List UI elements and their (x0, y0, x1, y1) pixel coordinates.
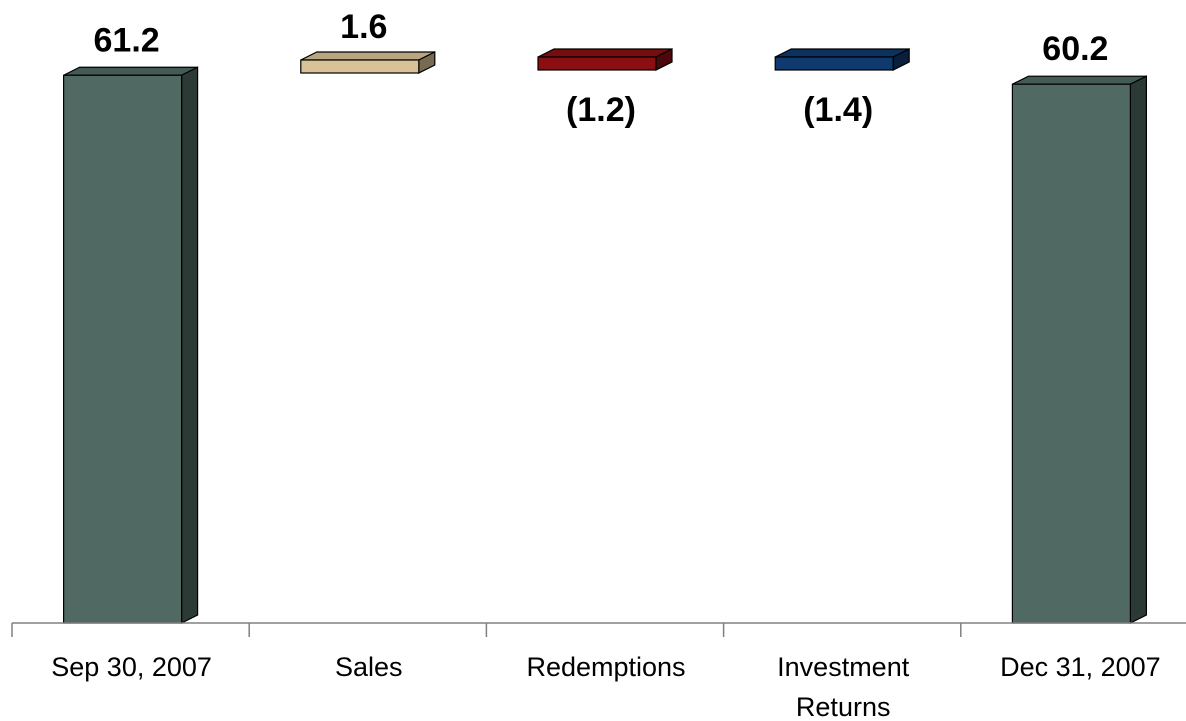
category-label-investment-returns: Investment Returns (777, 652, 910, 721)
category-label-redemptions: Redemptions (526, 652, 685, 682)
bar-dec-31-2007-top (1012, 76, 1146, 84)
bar-dec-31-2007-front (1012, 84, 1130, 623)
bar-redemptions-front (538, 57, 656, 70)
bars-layer (64, 49, 1147, 623)
bar-sep-30-2007-top (64, 67, 198, 75)
category-label-line: Sep 30, 2007 (51, 652, 212, 682)
x-axis (12, 623, 1186, 637)
bar-investment-returns-front (775, 57, 893, 70)
category-label-line: Dec 31, 2007 (1000, 652, 1161, 682)
bar-investment-returns-top (775, 49, 909, 57)
category-label-sales: Sales (335, 652, 403, 682)
bar-sales-front (301, 60, 419, 73)
bar-sales-top (301, 52, 435, 60)
labels-layer: 61.2 Sep 30, 2007 1.6 Sales (1.2) Redemptions… (51, 8, 1160, 721)
bar-sep-30-2007 (64, 67, 198, 623)
bar-dec-31-2007-side (1130, 76, 1146, 623)
data-label-investment-returns: (1.4) (803, 91, 873, 129)
category-label-line: Returns (796, 692, 891, 721)
data-label-dec-31-2007: 60.2 (1042, 30, 1108, 68)
category-label-line: Investment (777, 652, 910, 682)
bar-redemptions-top (538, 49, 672, 57)
bar-sales (301, 52, 435, 73)
category-label-sep-30-2007: Sep 30, 2007 (51, 652, 212, 682)
bar-redemptions (538, 49, 672, 70)
data-label-sep-30-2007: 61.2 (94, 21, 160, 59)
bar-sep-30-2007-side (182, 67, 198, 623)
bar-sep-30-2007-front (64, 75, 182, 623)
data-label-redemptions: (1.2) (566, 91, 636, 129)
category-label-line: Redemptions (526, 652, 685, 682)
category-label-dec-31-2007: Dec 31, 2007 (1000, 652, 1161, 682)
bar-dec-31-2007 (1012, 76, 1146, 623)
category-label-line: Sales (335, 652, 403, 682)
bar-investment-returns (775, 49, 909, 70)
data-label-sales: 1.6 (340, 8, 387, 46)
